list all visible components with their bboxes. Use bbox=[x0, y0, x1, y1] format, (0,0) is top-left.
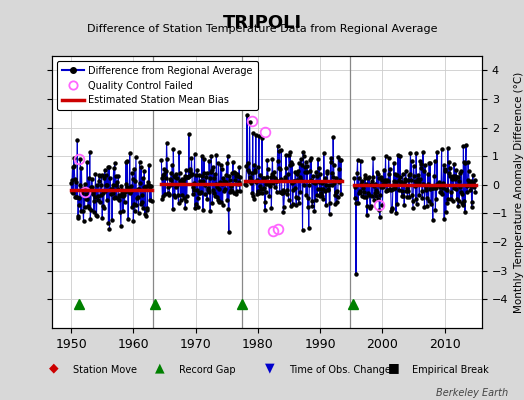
Text: ◆: ◆ bbox=[49, 362, 59, 374]
Text: ▲: ▲ bbox=[155, 362, 164, 374]
Text: Difference of Station Temperature Data from Regional Average: Difference of Station Temperature Data f… bbox=[87, 24, 437, 34]
Text: Station Move: Station Move bbox=[73, 365, 137, 375]
Text: ▼: ▼ bbox=[265, 362, 274, 374]
Y-axis label: Monthly Temperature Anomaly Difference (°C): Monthly Temperature Anomaly Difference (… bbox=[514, 71, 524, 313]
Text: ■: ■ bbox=[388, 362, 400, 374]
Text: Empirical Break: Empirical Break bbox=[412, 365, 489, 375]
Text: Berkeley Earth: Berkeley Earth bbox=[436, 388, 508, 398]
Text: TRIPOLI: TRIPOLI bbox=[222, 14, 302, 32]
Legend: Difference from Regional Average, Quality Control Failed, Estimated Station Mean: Difference from Regional Average, Qualit… bbox=[57, 61, 258, 110]
Text: Record Gap: Record Gap bbox=[179, 365, 235, 375]
Text: Time of Obs. Change: Time of Obs. Change bbox=[289, 365, 391, 375]
